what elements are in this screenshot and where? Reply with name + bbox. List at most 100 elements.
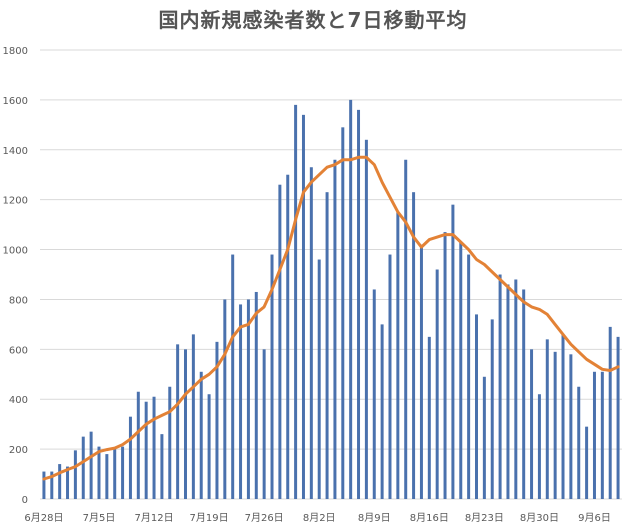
bar: [388, 254, 392, 499]
bar: [482, 376, 486, 499]
bar: [231, 254, 235, 499]
bar: [522, 289, 526, 499]
y-tick-label: 1600: [3, 96, 28, 107]
bar: [435, 269, 439, 499]
bar: [152, 396, 156, 499]
gridlines: [40, 49, 622, 500]
x-tick-label: 6月28日: [24, 512, 63, 524]
bar: [223, 299, 227, 499]
bar: [58, 464, 62, 499]
bar: [490, 319, 494, 499]
bar: [412, 192, 416, 499]
bar: [73, 450, 77, 499]
bar: [50, 471, 54, 499]
x-tick-label: 7月12日: [134, 512, 173, 524]
bar: [239, 304, 243, 499]
bar: [561, 334, 565, 499]
bar: [254, 291, 258, 499]
y-tick-label: 1200: [3, 196, 28, 207]
x-tick-label: 8月30日: [520, 512, 559, 524]
x-tick-label: 7月19日: [190, 512, 229, 524]
bar: [357, 109, 361, 499]
bar: [286, 174, 290, 499]
bar: [160, 434, 164, 499]
bar: [506, 284, 510, 499]
bar: [270, 254, 274, 499]
bar: [136, 391, 140, 499]
bar: [530, 349, 534, 499]
bar: [191, 334, 195, 499]
y-tick-label: 200: [9, 445, 28, 456]
bar: [199, 371, 203, 499]
moving-average-series: [42, 155, 620, 481]
bar: [467, 254, 471, 499]
x-tick-label: 8月23日: [465, 512, 504, 524]
bar: [349, 99, 353, 499]
bar: [81, 436, 85, 499]
bar: [317, 259, 321, 499]
y-axis-ticks: 0 200 400 600 800 1000 1200 1400 1600 1800: [3, 46, 28, 506]
bar: [121, 446, 125, 499]
bar: [66, 466, 70, 499]
bar: [262, 349, 266, 499]
bar: [176, 344, 180, 499]
bar: [144, 401, 148, 499]
x-tick-label: 7月26日: [245, 512, 284, 524]
chart-title: 国内新規感染者数と7日移動平均: [158, 8, 468, 32]
y-tick-label: 400: [9, 395, 28, 406]
x-tick-label: 7月5日: [83, 512, 116, 524]
bar: [341, 127, 345, 500]
bar: [89, 431, 93, 499]
bar: [128, 416, 132, 499]
bar: [600, 371, 604, 499]
bar: [364, 139, 368, 500]
bar: [427, 336, 431, 499]
bar: [396, 212, 400, 499]
bar: [537, 394, 541, 499]
x-tick-label: 8月2日: [303, 512, 336, 524]
y-tick-label: 0: [22, 495, 28, 506]
bar: [443, 232, 447, 499]
bar: [577, 386, 581, 499]
y-tick-label: 1000: [3, 246, 28, 257]
bar: [301, 114, 305, 499]
x-tick-label: 8月16日: [410, 512, 449, 524]
x-tick-label: 8月9日: [358, 512, 391, 524]
y-tick-label: 800: [9, 295, 28, 306]
y-tick-label: 600: [9, 345, 28, 356]
bar: [113, 449, 117, 499]
bar: [498, 274, 502, 499]
bar: [451, 204, 455, 499]
bar-series: [42, 99, 620, 500]
bar: [592, 371, 596, 499]
bar: [168, 386, 172, 499]
bar: [294, 104, 298, 499]
x-axis-ticks: 6月28日 7月5日 7月12日 7月19日 7月26日 8月2日 8月9日 8月16日 8月2…: [24, 512, 610, 524]
bar: [569, 354, 573, 499]
bar: [97, 446, 101, 499]
bar: [553, 351, 557, 499]
bar: [333, 159, 337, 499]
bar: [246, 299, 250, 499]
bar: [380, 324, 384, 499]
bar: [585, 426, 589, 499]
bar: [105, 454, 109, 499]
bar: [514, 279, 518, 499]
bar: [404, 159, 408, 499]
bar: [545, 339, 549, 499]
bar: [608, 326, 612, 499]
bar: [42, 471, 46, 499]
bar: [459, 242, 463, 500]
bar: [309, 167, 313, 499]
bar: [616, 336, 620, 499]
bar: [372, 289, 376, 499]
y-tick-label: 1400: [3, 146, 28, 157]
bar: [278, 184, 282, 499]
bar: [215, 341, 219, 499]
y-tick-label: 1800: [3, 46, 28, 57]
moving-average-line: [42, 155, 620, 481]
x-tick-label: 9月6日: [578, 512, 611, 524]
bar: [184, 349, 187, 499]
bar: [325, 192, 329, 499]
